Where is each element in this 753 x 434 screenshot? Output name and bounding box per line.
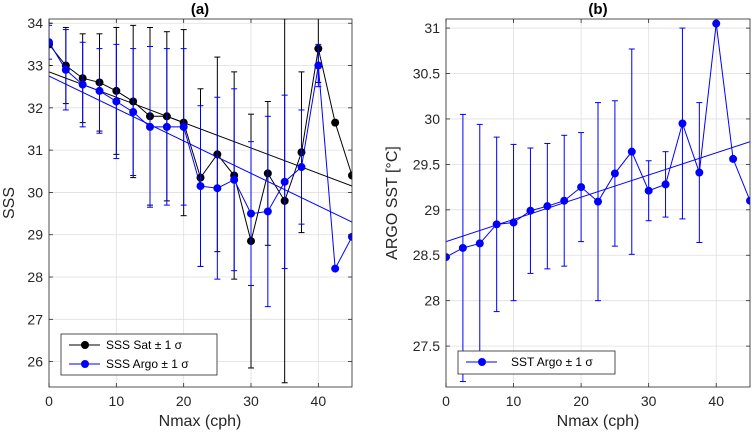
y-tick-label: 30 — [424, 111, 440, 127]
series-sst-argo — [446, 19, 750, 383]
panel-b-legend: SST Argo ± 1 σ — [457, 350, 616, 375]
data-point — [543, 202, 552, 211]
data-point — [627, 147, 636, 156]
y-tick-label: 27 — [27, 311, 43, 327]
panel-a-x-axis-label: Nmax (cph) — [159, 413, 242, 430]
panel-b-x-axis-label: Nmax (cph) — [557, 413, 640, 430]
legend-marker-sss-sat — [81, 341, 89, 349]
data-point — [458, 243, 467, 252]
data-point — [661, 180, 670, 189]
data-point — [746, 196, 750, 205]
series-sss-argo — [49, 24, 352, 308]
y-tick-label: 32 — [27, 100, 43, 116]
data-point — [196, 182, 205, 191]
panel-b-axes-box — [445, 18, 751, 388]
y-tick-label: 28 — [424, 293, 440, 309]
y-tick-label: 30 — [27, 184, 43, 200]
y-tick-label: 30.5 — [413, 66, 440, 82]
data-point — [331, 264, 340, 273]
data-point — [331, 118, 340, 127]
data-point — [314, 61, 323, 70]
data-point — [526, 206, 535, 215]
x-tick-label: 10 — [506, 393, 522, 409]
data-point — [644, 186, 653, 195]
data-point — [129, 108, 138, 117]
y-tick-label: 29 — [27, 227, 43, 243]
x-tick-label: 30 — [641, 393, 657, 409]
y-tick-label: 28.5 — [413, 247, 440, 263]
data-point — [678, 119, 687, 128]
data-point — [247, 209, 255, 218]
x-tick-label: 10 — [109, 393, 125, 409]
x-tick-label: 40 — [708, 393, 724, 409]
y-tick-label: 27.5 — [413, 338, 440, 354]
data-point — [610, 169, 619, 178]
data-point — [348, 171, 352, 180]
y-tick-label: 34 — [27, 15, 43, 31]
data-point — [49, 38, 53, 47]
data-point — [213, 184, 222, 193]
x-tick-label: 40 — [311, 393, 327, 409]
panel-a-title: (a) — [191, 1, 209, 18]
panel-b-y-axis-label: ARGO SST [°C] — [384, 146, 401, 260]
y-tick-label: 26 — [27, 354, 43, 370]
data-point — [695, 168, 704, 177]
x-tick-label: 20 — [573, 393, 589, 409]
panel-a-axes-box — [48, 18, 353, 388]
panel-a-y-axis-label: SSS — [1, 187, 18, 219]
data-point — [712, 19, 721, 28]
data-point — [263, 207, 272, 216]
y-tick-label: 33 — [27, 58, 43, 74]
panel-b-plot-area — [446, 19, 750, 383]
panel-a-ticks: 0 10 20 30 40 26 27 28 29 30 31 32 33 34 — [27, 15, 352, 409]
data-point — [729, 154, 738, 163]
data-point — [280, 177, 289, 186]
legend-label-sst-argo: SST Argo ± 1 σ — [511, 355, 593, 369]
legend-label-sss-sat: SSS Sat ± 1 σ — [106, 338, 183, 352]
data-point — [509, 218, 518, 227]
panel-a-plot-area — [49, 19, 352, 384]
data-point — [179, 122, 188, 131]
panel-b-chart: 0 10 20 30 40 27.5 28 28.5 29 29.5 30 30.5 31 (b) Nm… — [384, 1, 751, 430]
data-point — [61, 65, 70, 74]
panel-a-legend: SSS Sat ± 1 σ SSS Argo ± 1 σ — [60, 333, 218, 376]
data-point — [492, 220, 501, 229]
data-point — [297, 163, 306, 172]
legend-label-sss-argo: SSS Argo ± 1 σ — [106, 357, 189, 371]
data-point — [95, 86, 104, 95]
data-point — [594, 197, 602, 206]
x-tick-label: 30 — [243, 393, 259, 409]
y-tick-label: 29.5 — [413, 156, 440, 172]
data-point — [78, 80, 87, 89]
legend-marker-sss-argo — [81, 360, 89, 368]
data-point — [560, 196, 569, 205]
x-tick-label: 0 — [45, 393, 53, 409]
y-tick-label: 31 — [424, 20, 440, 36]
panel-b-title: (b) — [588, 1, 607, 18]
panel-b-ticks: 0 10 20 30 40 27.5 28 28.5 29 29.5 30 30.5 31 — [413, 19, 750, 409]
data-point — [230, 175, 239, 184]
x-tick-label: 20 — [176, 393, 192, 409]
panel-a-chart: 0 10 20 30 40 26 27 28 29 30 31 32 33 34 (a) Nmax (cp… — [1, 1, 353, 430]
y-tick-label: 29 — [424, 202, 440, 218]
legend-marker-sst-argo — [478, 358, 486, 366]
y-tick-label: 31 — [27, 142, 43, 158]
x-tick-label: 0 — [442, 393, 450, 409]
data-point — [577, 183, 586, 192]
data-point — [146, 122, 154, 131]
data-point — [112, 97, 121, 106]
data-point — [162, 122, 171, 131]
y-tick-label: 28 — [27, 269, 43, 285]
data-point — [475, 239, 484, 248]
